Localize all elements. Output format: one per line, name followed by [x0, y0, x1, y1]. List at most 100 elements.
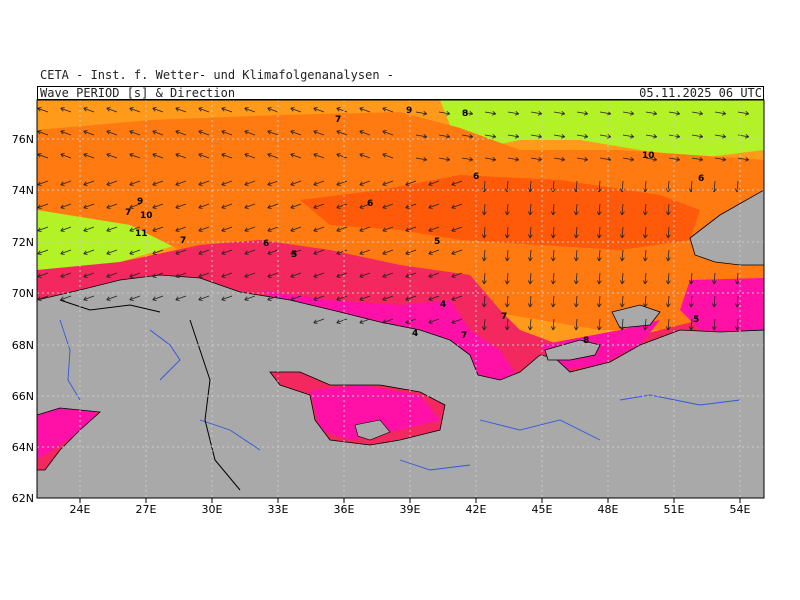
direction-arrow	[221, 226, 233, 232]
direction-arrow	[359, 153, 371, 159]
direction-arrow	[734, 318, 740, 331]
direction-arrow	[665, 272, 671, 285]
direction-arrow	[428, 180, 440, 186]
lon-label: 54E	[730, 503, 751, 516]
direction-arrow	[175, 272, 187, 278]
direction-arrow	[619, 272, 625, 285]
direction-arrow	[622, 133, 635, 139]
direction-arrow	[382, 295, 394, 301]
direction-arrow	[244, 226, 256, 232]
direction-arrow	[642, 203, 648, 216]
contour-label: 11	[135, 229, 148, 239]
direction-arrow	[175, 107, 187, 113]
land-mass	[37, 274, 764, 498]
direction-arrow	[530, 133, 543, 139]
direction-arrow	[714, 110, 727, 116]
direction-arrow	[507, 156, 520, 162]
direction-arrow	[175, 295, 187, 301]
lat-label: 74N	[12, 184, 34, 197]
contour-label: 10	[140, 211, 153, 221]
direction-arrow	[665, 226, 671, 239]
direction-arrow	[60, 203, 72, 209]
direction-arrow	[596, 318, 602, 331]
direction-arrow	[405, 295, 417, 301]
direction-arrow	[405, 180, 417, 186]
rivers	[59, 319, 741, 471]
direction-arrow	[619, 249, 625, 262]
direction-arrow	[244, 180, 256, 186]
direction-arrow	[313, 249, 325, 255]
direction-arrow	[313, 180, 325, 186]
direction-arrow	[313, 272, 325, 278]
map-frame	[36, 99, 765, 499]
gulf-magenta	[37, 400, 100, 460]
lat-label: 68N	[12, 339, 34, 352]
direction-arrow	[129, 180, 141, 186]
direction-arrow	[527, 295, 533, 308]
direction-arrow	[336, 180, 348, 186]
direction-arrow	[665, 203, 671, 216]
direction-arrow	[336, 318, 348, 324]
direction-arrow	[313, 130, 325, 136]
lon-axis-labels: 24E 27E 30E 33E 36E 39E 42E 45E 48E 51E …	[70, 503, 751, 516]
direction-arrow	[336, 130, 348, 136]
contour-label: 6	[473, 172, 479, 182]
map-title: Wave PERIOD [s] & Direction	[40, 86, 236, 100]
direction-arrow	[244, 295, 256, 301]
direction-arrow	[481, 295, 487, 308]
lon-label: 48E	[598, 503, 619, 516]
direction-arrow	[175, 203, 187, 209]
direction-arrow	[221, 249, 233, 255]
white-sea-magenta	[310, 385, 440, 440]
direction-arrow	[37, 295, 49, 301]
direction-arrow	[507, 133, 520, 139]
contour-label: 8	[583, 336, 589, 346]
contour-label: 4	[412, 329, 418, 339]
direction-arrows	[37, 107, 750, 331]
direction-arrow	[550, 203, 556, 216]
direction-arrow	[451, 226, 463, 232]
direction-arrow	[359, 226, 371, 232]
direction-arrow	[665, 295, 671, 308]
direction-arrow	[484, 110, 497, 116]
direction-arrow	[198, 203, 210, 209]
contour-label: 7	[180, 236, 186, 246]
direction-arrow	[313, 153, 325, 159]
lon-label: 27E	[136, 503, 157, 516]
direction-arrow	[734, 272, 740, 285]
direction-arrow	[688, 272, 694, 285]
direction-arrow	[553, 156, 566, 162]
direction-arrow	[438, 110, 451, 116]
direction-arrow	[37, 249, 49, 255]
contour-label: 10	[642, 151, 655, 161]
kolguev-island	[611, 304, 661, 329]
direction-arrow	[596, 272, 602, 285]
direction-arrow	[175, 130, 187, 136]
direction-arrow	[244, 249, 256, 255]
direction-arrow	[573, 249, 579, 262]
direction-arrow	[129, 153, 141, 159]
direction-arrow	[175, 249, 187, 255]
direction-arrow	[711, 272, 717, 285]
direction-arrow	[83, 295, 95, 301]
direction-arrow	[129, 249, 141, 255]
direction-arrow	[244, 153, 256, 159]
direction-arrow	[451, 249, 463, 255]
direction-arrow	[573, 272, 579, 285]
direction-arrow	[267, 295, 279, 301]
direction-arrow	[152, 180, 164, 186]
direction-arrow	[619, 318, 625, 331]
direction-arrow	[737, 156, 750, 162]
direction-arrow	[37, 153, 49, 159]
direction-arrow	[481, 226, 487, 239]
direction-arrow	[405, 249, 417, 255]
direction-arrow	[596, 203, 602, 216]
contour-label: 4	[440, 300, 446, 310]
contour-label: 7	[461, 331, 467, 341]
direction-arrow	[106, 130, 118, 136]
direction-arrow	[691, 156, 704, 162]
direction-arrow	[60, 130, 72, 136]
direction-arrow	[504, 203, 510, 216]
direction-arrow	[451, 318, 463, 324]
direction-arrow	[428, 318, 440, 324]
